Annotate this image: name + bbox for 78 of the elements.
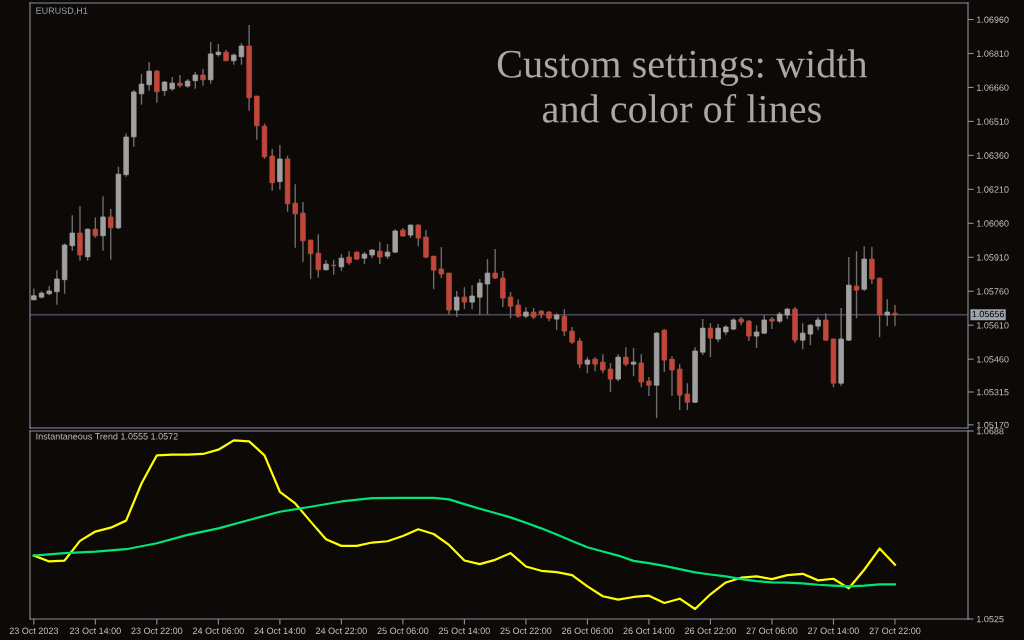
candlestick: [707, 322, 714, 358]
candlestick: [77, 205, 83, 262]
candlestick: [623, 346, 629, 367]
candlestick: [100, 195, 106, 252]
candlestick: [646, 376, 652, 397]
candlestick: [500, 270, 506, 308]
candlestick: [507, 291, 514, 319]
candlestick: [377, 241, 383, 265]
y-tick-label: 1.06660: [977, 84, 1009, 91]
candlestick: [108, 208, 114, 261]
candlestick: [177, 74, 183, 89]
candlestick: [392, 228, 398, 254]
candlestick: [453, 290, 460, 318]
candlestick: [769, 316, 775, 330]
candlestick: [892, 304, 898, 327]
candlestick: [515, 298, 521, 319]
candlestick: [200, 68, 206, 87]
candlestick: [484, 258, 491, 315]
ref-line-label: 1.05656: [972, 310, 1004, 318]
candlestick: [154, 69, 160, 104]
y-tick-label: 1.05910: [977, 254, 1009, 261]
y-tick-label: 1.06060: [977, 220, 1009, 227]
x-tick-label: 26 Oct 06:00: [562, 627, 613, 634]
x-tick-label: 25 Oct 22:00: [500, 627, 552, 634]
candlestick: [746, 319, 752, 342]
candlestick: [869, 246, 875, 285]
candlestick: [423, 229, 429, 259]
y-tick-label: 1.06810: [977, 50, 1009, 57]
candlestick: [700, 318, 706, 356]
y-tick-label: 1.06960: [977, 16, 1009, 23]
y-tick-label: 1.06510: [977, 118, 1009, 125]
candlestick: [277, 144, 283, 191]
candlestick: [715, 323, 721, 343]
candlestick: [630, 347, 637, 377]
x-tick-label: 23 Oct 14:00: [69, 627, 121, 634]
candlestick: [638, 353, 644, 388]
chart-title: EURUSD,H1: [36, 7, 88, 15]
x-tick-label: 25 Oct 06:00: [377, 627, 429, 634]
x-tick-label: 23 Oct 22:00: [131, 627, 183, 634]
x-tick-label: 27 Oct 06:00: [746, 627, 798, 634]
y-tick-label: 1.0525: [977, 615, 1004, 623]
candlestick: [469, 284, 475, 310]
x-tick-label: 27 Oct 22:00: [869, 627, 921, 634]
y-tick-label: 1.05760: [977, 288, 1009, 295]
x-tick-label: 26 Oct 22:00: [685, 627, 736, 634]
candlestick: [477, 278, 483, 316]
y-tick-label: 1.06210: [977, 186, 1009, 193]
chart-title: Instantaneous Trend 1.0555 1.0572: [36, 432, 178, 440]
y-tick-label: 1.05460: [977, 356, 1009, 363]
x-tick-label: 27 Oct 14:00: [808, 627, 859, 634]
candlestick: [461, 286, 468, 310]
annotation: Custom settings: width and color of lines: [497, 49, 868, 123]
candlestick: [615, 353, 621, 382]
x-tick-label: 24 Oct 14:00: [254, 627, 306, 634]
candlestick: [415, 223, 421, 247]
candlestick: [561, 308, 568, 337]
x-tick-label: 23 Oct 2023: [9, 627, 59, 634]
y-tick-label: 1.05170: [977, 421, 1009, 429]
x-tick-label: 24 Oct 06:00: [192, 627, 244, 634]
candlestick: [669, 355, 675, 397]
candlestick: [146, 61, 152, 92]
x-tick-label: 26 Oct 14:00: [623, 627, 675, 634]
candlestick: [607, 362, 614, 393]
line-series: [32, 496, 897, 588]
candlestick: [138, 73, 145, 106]
candlestick: [853, 250, 860, 319]
y-tick-label: 1.0688: [977, 427, 1004, 435]
candlestick: [92, 216, 99, 239]
y-tick-label: 1.06360: [977, 152, 1009, 159]
x-tick-label: 24 Oct 22:00: [315, 627, 367, 634]
x-tick-label: 25 Oct 14:00: [439, 627, 490, 634]
y-tick-label: 1.05315: [977, 388, 1009, 396]
candlestick: [600, 353, 606, 374]
candlestick: [492, 248, 498, 280]
y-tick-label: 1.05610: [977, 322, 1009, 329]
candlestick: [577, 337, 583, 369]
candlestick: [884, 298, 890, 327]
candlestick: [54, 269, 60, 306]
